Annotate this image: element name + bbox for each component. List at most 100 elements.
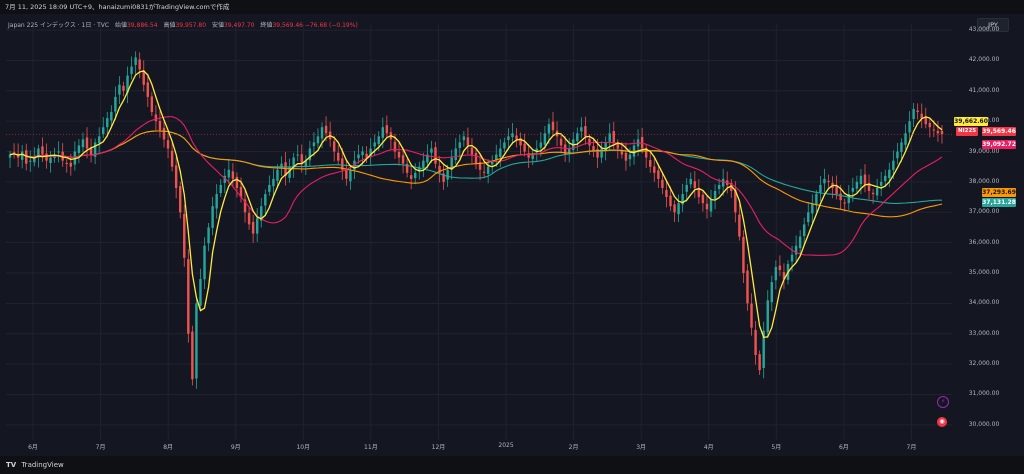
candle-body xyxy=(446,169,449,180)
candle-body xyxy=(426,154,429,163)
candle-body xyxy=(920,113,923,119)
candle-body xyxy=(673,204,676,213)
candle-body xyxy=(170,150,174,167)
candle-body xyxy=(332,141,336,152)
candle-body xyxy=(875,187,879,196)
candle-body xyxy=(596,149,599,158)
candle-body xyxy=(649,160,652,167)
candle-body xyxy=(904,133,907,145)
candle-body xyxy=(531,154,534,160)
candle-body xyxy=(592,146,595,152)
candle-body xyxy=(223,175,226,183)
candle-body xyxy=(162,127,166,140)
candle-body xyxy=(835,185,838,195)
candle-body xyxy=(879,181,883,186)
tradingview-logo-icon[interactable]: TV xyxy=(6,461,17,469)
candle-body xyxy=(255,218,259,234)
candle-body xyxy=(316,136,320,144)
legend-symbol: Japan 225 インデックス · 1日 · TVC xyxy=(8,22,110,29)
candle-body xyxy=(324,125,328,134)
candle-body xyxy=(559,138,563,146)
candle-body xyxy=(713,191,717,199)
candle-body xyxy=(41,146,44,155)
time-tick-label: 12月 xyxy=(431,444,446,451)
ma-pink-price-tag: 39,092.72 xyxy=(982,140,1016,149)
currency-button[interactable]: JPY xyxy=(977,18,1009,32)
candle-body xyxy=(677,203,680,215)
chart-legend: Japan 225 インデックス · 1日 · TVC 始値39,886.54 … xyxy=(8,20,358,29)
candle-body xyxy=(312,142,316,147)
candle-body xyxy=(65,163,68,165)
candle-body xyxy=(859,175,863,185)
candle-body xyxy=(798,236,802,249)
candle-body xyxy=(235,176,239,188)
candle-body xyxy=(523,143,526,152)
candle-body xyxy=(81,139,85,148)
candle-body xyxy=(126,75,129,93)
candle-body xyxy=(697,188,701,198)
legend-open-label: 始値 xyxy=(114,22,127,29)
candle-body xyxy=(839,193,842,201)
price-chart[interactable] xyxy=(0,14,1024,456)
chart-area[interactable] xyxy=(0,14,1024,456)
candle-body xyxy=(924,116,927,125)
candle-body xyxy=(843,202,846,204)
candle-body xyxy=(580,127,583,132)
candle-body xyxy=(134,57,137,65)
candle-body xyxy=(373,142,376,147)
candle-body xyxy=(393,141,397,152)
candle-body xyxy=(940,130,944,135)
candle-body xyxy=(97,136,101,144)
candle-body xyxy=(183,214,186,258)
candle-body xyxy=(543,133,547,145)
candle-body xyxy=(823,178,826,184)
candle-body xyxy=(665,190,668,198)
candle-body xyxy=(8,154,12,158)
price-tick-label: 43,000.00 xyxy=(968,26,1000,34)
lightning-icon[interactable]: ⚡ xyxy=(937,396,949,408)
time-tick-label: 9月 xyxy=(230,444,241,451)
candle-body xyxy=(142,70,145,85)
candle-body xyxy=(539,142,543,148)
ma-orange-line xyxy=(9,130,943,218)
candle-body xyxy=(341,158,344,170)
price-tick-label: 39,000.00 xyxy=(968,147,1000,155)
candle-body xyxy=(563,144,567,155)
candle-body xyxy=(12,152,16,154)
time-tick-label: 7月 xyxy=(906,444,917,451)
candle-body xyxy=(612,131,615,143)
candle-body xyxy=(661,179,664,188)
candle-body xyxy=(150,96,154,113)
time-tick-label: 3月 xyxy=(636,444,647,451)
candle-body xyxy=(567,148,571,153)
candle-body xyxy=(450,157,453,170)
time-tick-label: 2月 xyxy=(568,444,579,451)
candle-body xyxy=(474,152,478,164)
price-tick-label: 30,000.00 xyxy=(968,420,1000,428)
candle-body xyxy=(896,151,899,159)
legend-low-label: 安値 xyxy=(211,22,224,29)
candle-body xyxy=(381,127,385,138)
candle-body xyxy=(758,354,761,371)
candle-body xyxy=(851,187,855,192)
candle-body xyxy=(454,148,457,161)
candle-body xyxy=(158,121,162,131)
ma-yellow-price-tag: 39,662.60 xyxy=(954,117,988,126)
record-icon[interactable]: ◉ xyxy=(937,417,947,427)
candle-body xyxy=(260,206,263,221)
price-tick-label: 37,000.00 xyxy=(968,208,1000,216)
candle-body xyxy=(884,175,887,182)
candle-body xyxy=(482,171,486,173)
candle-body xyxy=(174,165,178,188)
candle-body xyxy=(790,254,794,262)
legend-high-value: 39,957.80 xyxy=(175,22,207,29)
ma-teal-price-tag: 37,131.28 xyxy=(982,198,1016,207)
price-tick-label: 38,000.00 xyxy=(968,177,1000,185)
candle-body xyxy=(774,266,778,281)
candle-body xyxy=(239,186,243,198)
candle-body xyxy=(547,124,551,134)
candle-body xyxy=(657,170,660,179)
candle-body xyxy=(458,142,462,149)
candle-body xyxy=(207,227,210,244)
candle-body xyxy=(195,303,198,379)
